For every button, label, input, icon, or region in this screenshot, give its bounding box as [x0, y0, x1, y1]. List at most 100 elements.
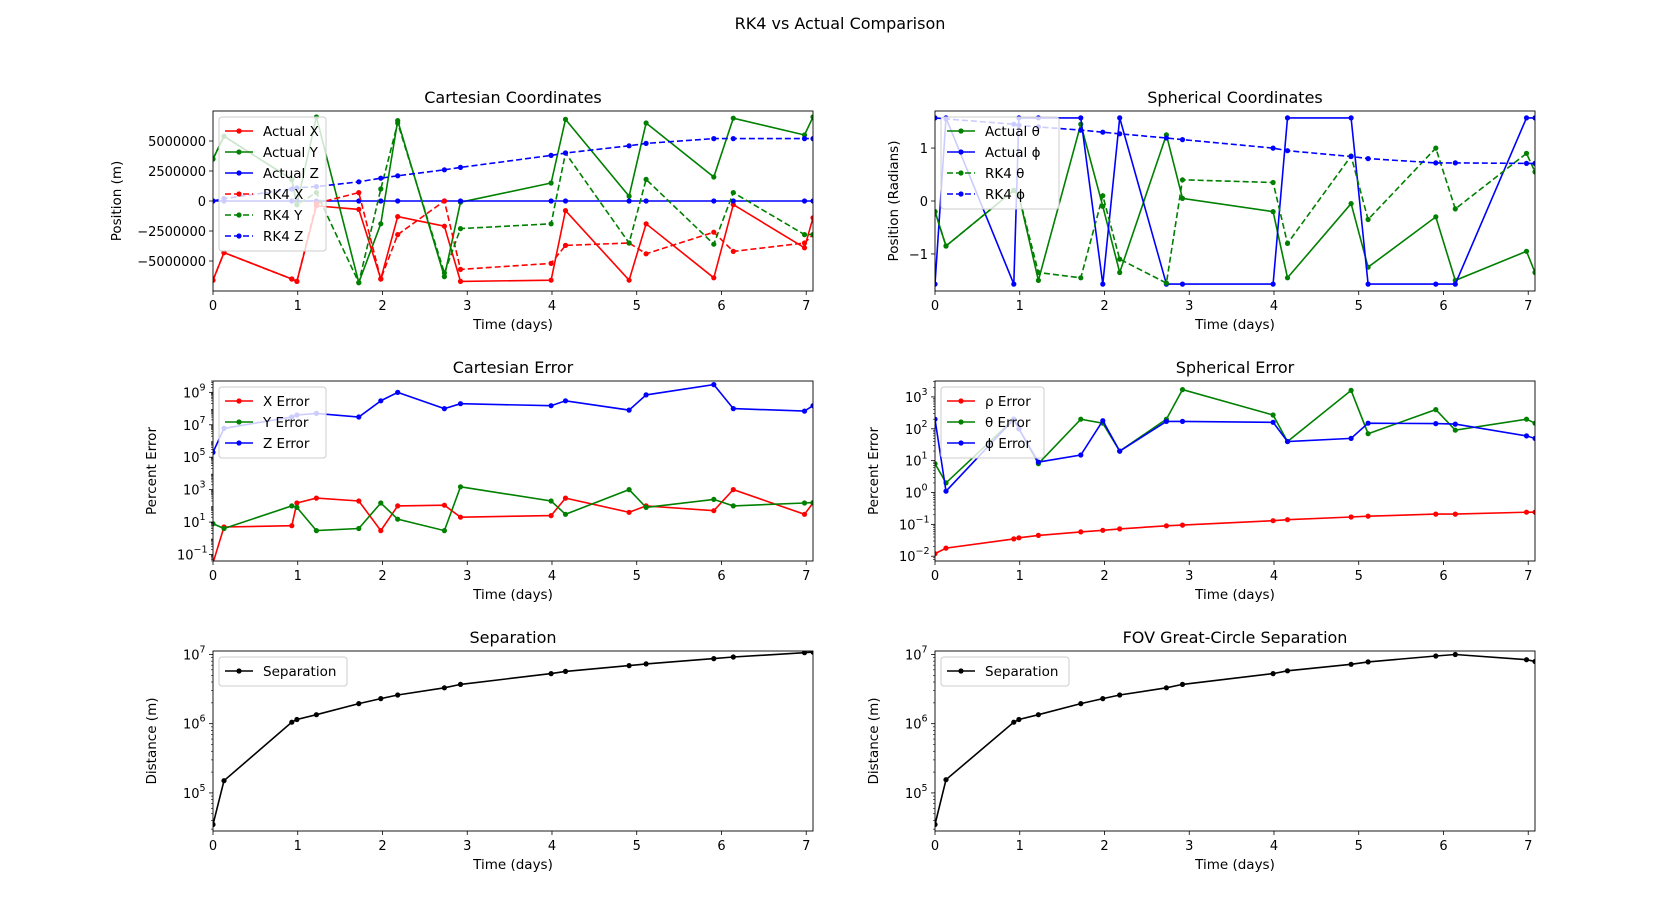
data-point-z-error [810, 403, 813, 409]
data-point-actual-z [730, 198, 736, 204]
data-point-z-error [711, 382, 717, 388]
data-point-separation [548, 671, 554, 677]
data-point-error [1348, 435, 1354, 441]
legend-label-rk4-y: RK4 Y [263, 208, 303, 224]
data-point-x-error [457, 514, 464, 520]
x-tick-label: 0 [931, 299, 939, 314]
x-tick-label: 5 [633, 569, 641, 584]
y-tick-label: 109 [183, 382, 206, 401]
y-axis-label: Position (m) [109, 161, 125, 242]
legend-label-rk4: RK4 θ [985, 166, 1024, 182]
data-point-actual [935, 281, 938, 287]
data-point-y-error [294, 504, 300, 510]
data-point-x-error [313, 495, 319, 501]
plot-area [935, 651, 1535, 828]
x-axis-label: Time (days) [1194, 857, 1275, 873]
x-axis-label: Time (days) [472, 587, 553, 603]
data-point-rk4-z [356, 179, 362, 185]
axes-title: Spherical Error [1176, 358, 1295, 377]
legend-box [218, 386, 327, 459]
legend: Actual X Actual Y Actual Z RK4 X RK4 Y RK4 Z [218, 116, 327, 252]
y-tick-label: 107 [905, 644, 928, 663]
data-point-rk4 [943, 243, 949, 249]
data-point-rk4-y [711, 241, 717, 247]
x-tick-label: 7 [802, 299, 810, 314]
data-point-separation [289, 719, 295, 725]
x-tick-label: 6 [717, 299, 725, 314]
data-point-separation [626, 663, 632, 669]
legend-marker-z-error [236, 440, 242, 446]
legend-label-actual-z: Actual Z [263, 166, 319, 182]
x-tick-label: 6 [717, 569, 725, 584]
data-point-separation [1016, 716, 1022, 723]
y-tick-label: 100 [905, 483, 928, 502]
legend-marker-rk4 [958, 191, 964, 197]
data-point-error [1433, 421, 1439, 427]
x-axis-label: Time (days) [1194, 317, 1275, 333]
data-point-error [1100, 527, 1106, 533]
y-tick-label: −5000000 [137, 255, 206, 270]
x-tick-label: 7 [1524, 839, 1532, 854]
data-point-actual [1270, 281, 1276, 287]
data-point-actual-y [562, 116, 569, 122]
y-axis-label: Distance (m) [866, 697, 882, 784]
data-point-actual [1284, 115, 1291, 121]
data-point-separation [1284, 668, 1291, 674]
x-tick-label: 4 [1270, 839, 1278, 854]
data-point-actual [1100, 281, 1106, 287]
data-point-rk4-y [730, 190, 736, 196]
data-point-error [1365, 513, 1371, 519]
data-point-x-error [395, 503, 401, 509]
data-point-error [935, 461, 938, 467]
y-tick-label: 10−2 [899, 546, 930, 565]
data-point-rk4-x [289, 276, 295, 282]
axes-title: Separation [470, 628, 557, 647]
data-point-actual-x [457, 278, 464, 284]
x-tick-label: 2 [378, 569, 386, 584]
legend-label-error: ϕ Error [985, 436, 1032, 452]
x-tick-label: 3 [463, 839, 471, 854]
legend-marker-actual [958, 128, 964, 134]
x-tick-label: 2 [1100, 299, 1108, 314]
data-point-y-error [457, 484, 464, 490]
legend-marker-rk4-x [236, 191, 242, 197]
data-point-rk4 [935, 115, 938, 121]
axes-frame [212, 380, 814, 562]
data-point-error [1452, 427, 1458, 433]
data-point-separation [1270, 671, 1276, 677]
data-point-rk4 [1452, 160, 1458, 166]
series-line-x-error [213, 488, 813, 561]
x-tick-label: 0 [209, 299, 217, 314]
data-point-rk4 [1284, 240, 1291, 246]
data-point-y-error [643, 504, 649, 510]
data-point-error [1078, 529, 1084, 535]
data-point-rk4-x [213, 277, 216, 283]
legend-marker-y-error [236, 419, 242, 425]
y-tick-label: 103 [905, 387, 928, 406]
data-point-actual-y [810, 114, 813, 120]
data-point-y-error [395, 516, 401, 522]
x-tick-label: 4 [1270, 299, 1278, 314]
axes-title: FOV Great-Circle Separation [1123, 628, 1348, 647]
data-point-rk4-z [810, 136, 813, 142]
data-point-error [1117, 526, 1123, 532]
data-point-rk4-x [801, 240, 808, 246]
x-tick-label: 1 [1016, 569, 1024, 584]
x-tick-label: 6 [1439, 299, 1447, 314]
data-point-error [1532, 509, 1535, 515]
data-point-separation [1100, 696, 1106, 702]
fov-separation-axes: FOV Great-Circle Separation 0 1 2 3 4 5 6 7 105 10… [866, 628, 1536, 873]
data-point-error [935, 551, 938, 557]
data-point-separation [313, 712, 319, 718]
data-point-separation [1348, 661, 1354, 667]
data-point-error [943, 488, 949, 494]
data-point-actual-y [801, 132, 808, 138]
data-point-rk4 [1078, 127, 1084, 133]
y-tick-label: 105 [183, 783, 206, 802]
data-point-separation [441, 685, 447, 691]
x-tick-label: 5 [1355, 569, 1363, 584]
data-point-error [1270, 412, 1276, 418]
data-point-rk4 [1035, 269, 1041, 276]
data-point-error [1452, 421, 1458, 427]
data-point-error [1270, 419, 1276, 425]
